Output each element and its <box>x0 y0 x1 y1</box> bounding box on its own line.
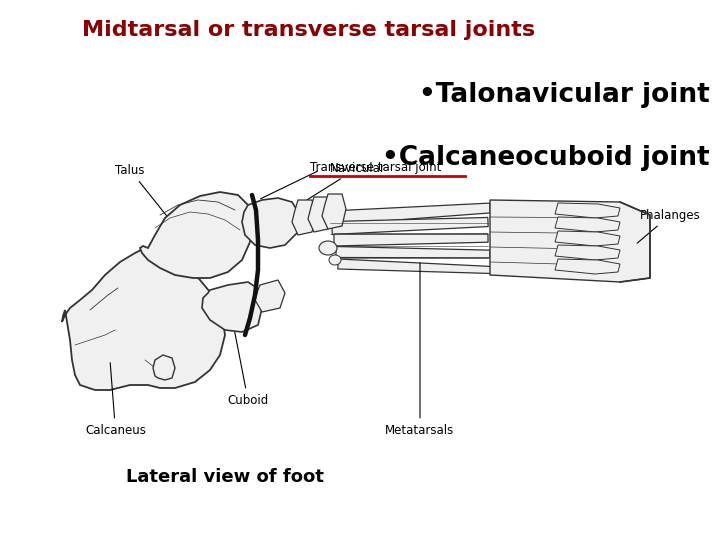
Polygon shape <box>332 218 488 234</box>
Polygon shape <box>62 248 225 390</box>
Polygon shape <box>555 259 620 274</box>
Polygon shape <box>336 246 490 258</box>
Polygon shape <box>334 234 488 246</box>
Polygon shape <box>555 245 620 260</box>
Text: •Talonavicular joint: •Talonavicular joint <box>419 82 710 108</box>
Polygon shape <box>330 203 490 225</box>
Polygon shape <box>202 282 262 332</box>
Polygon shape <box>140 192 252 278</box>
Polygon shape <box>322 194 346 229</box>
Polygon shape <box>292 200 316 235</box>
Text: Navicular: Navicular <box>280 161 386 217</box>
Text: Midtarsal or transverse tarsal joints: Midtarsal or transverse tarsal joints <box>82 20 535 40</box>
Polygon shape <box>153 355 175 380</box>
Polygon shape <box>242 198 300 248</box>
Polygon shape <box>308 197 332 232</box>
Text: •Calcaneocuboid joint: •Calcaneocuboid joint <box>382 145 710 171</box>
Polygon shape <box>555 231 620 246</box>
Polygon shape <box>555 203 620 218</box>
Text: Calcaneus: Calcaneus <box>85 363 146 436</box>
Ellipse shape <box>329 255 341 265</box>
Polygon shape <box>255 280 285 312</box>
Ellipse shape <box>319 241 337 255</box>
Text: Cuboid: Cuboid <box>228 321 269 407</box>
Text: Lateral view of foot: Lateral view of foot <box>126 468 324 486</box>
Text: Transverse tarsal joint: Transverse tarsal joint <box>310 161 441 174</box>
Text: Metatarsals: Metatarsals <box>385 263 454 436</box>
Text: Phalanges: Phalanges <box>637 208 701 243</box>
Polygon shape <box>338 259 492 273</box>
Text: Talus: Talus <box>115 164 168 218</box>
Polygon shape <box>555 217 620 232</box>
Polygon shape <box>490 200 650 282</box>
